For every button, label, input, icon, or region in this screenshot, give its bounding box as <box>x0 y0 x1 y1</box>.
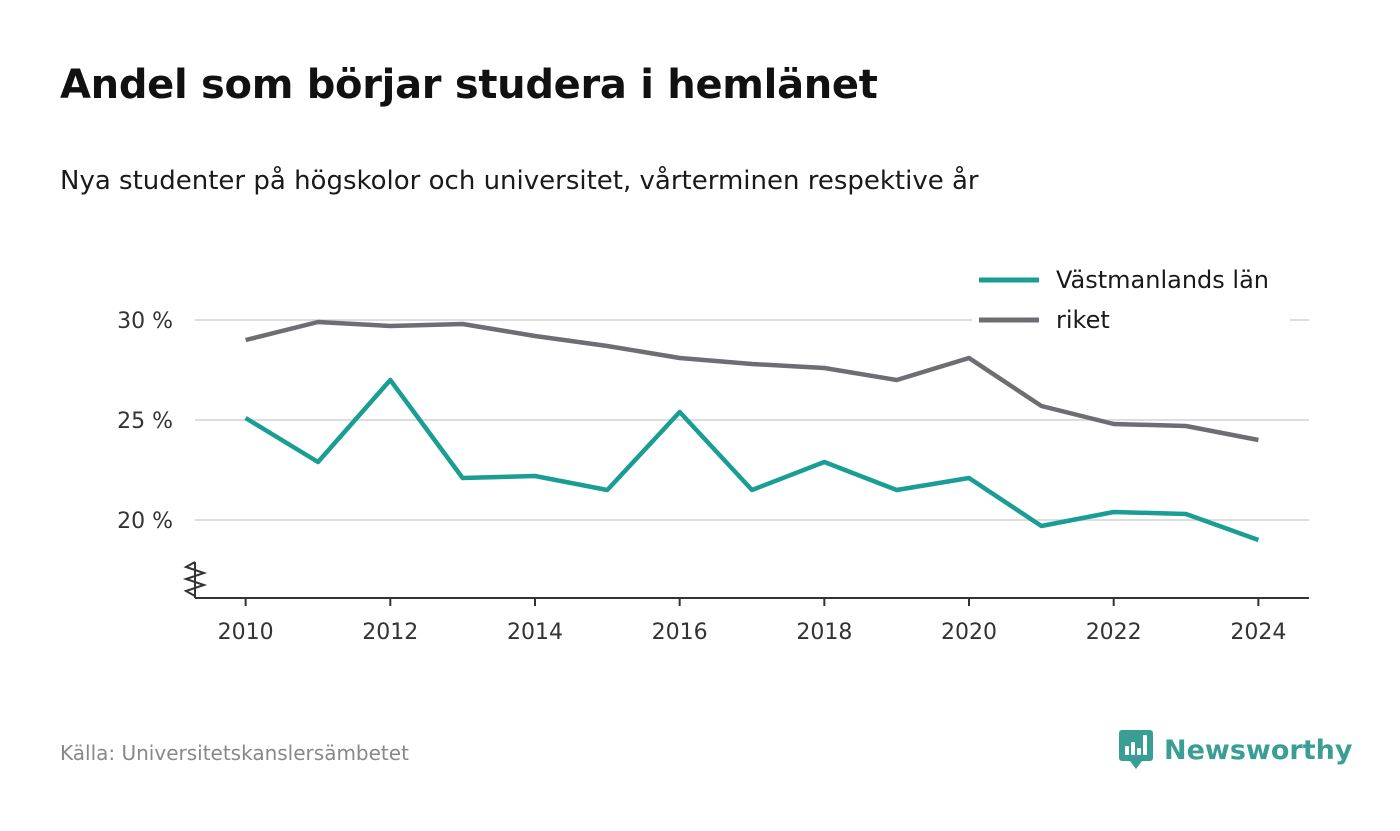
y-axis-ticks: 20 % 25 % 30 % <box>117 309 173 534</box>
x-tick-label: 2012 <box>362 620 418 645</box>
brand-name: Newsworthy <box>1164 734 1353 766</box>
x-tick-label: 2022 <box>1086 620 1142 645</box>
newsworthy-logo-icon <box>1119 730 1153 769</box>
legend: Västmanlands län riket <box>972 260 1290 340</box>
source-note: Källa: Universitetskanslersämbetet <box>60 741 409 765</box>
y-tick-label: 25 % <box>117 409 173 434</box>
y-tick-label: 30 % <box>117 309 173 334</box>
x-axis-ticks: 2010 2012 2014 2016 2018 2020 2022 2024 <box>218 598 1286 645</box>
line-chart: 20 % 25 % 30 % 2010 2012 2014 2016 2018 2020 202… <box>117 260 1309 645</box>
legend-label: riket <box>1056 306 1110 334</box>
x-tick-label: 2020 <box>941 620 997 645</box>
series-line-riket <box>245 319 1259 443</box>
x-tick-label: 2014 <box>507 620 563 645</box>
brand-logo: Newsworthy <box>1118 728 1352 772</box>
chart-title: Andel som börjar studera i hemlänet <box>60 62 878 108</box>
axis-break-icon <box>182 561 208 597</box>
x-tick-label: 2010 <box>218 620 274 645</box>
x-axis <box>182 561 1309 599</box>
y-tick-label: 20 % <box>117 509 173 534</box>
legend-label: Västmanlands län <box>1056 266 1269 294</box>
series-lines <box>244 319 1260 543</box>
series-line-vastmanlands-lan <box>244 377 1260 543</box>
chart-subtitle: Nya studenter på högskolor och universit… <box>60 166 979 196</box>
x-tick-label: 2016 <box>652 620 708 645</box>
x-tick-label: 2018 <box>796 620 852 645</box>
x-tick-label: 2024 <box>1230 620 1286 645</box>
